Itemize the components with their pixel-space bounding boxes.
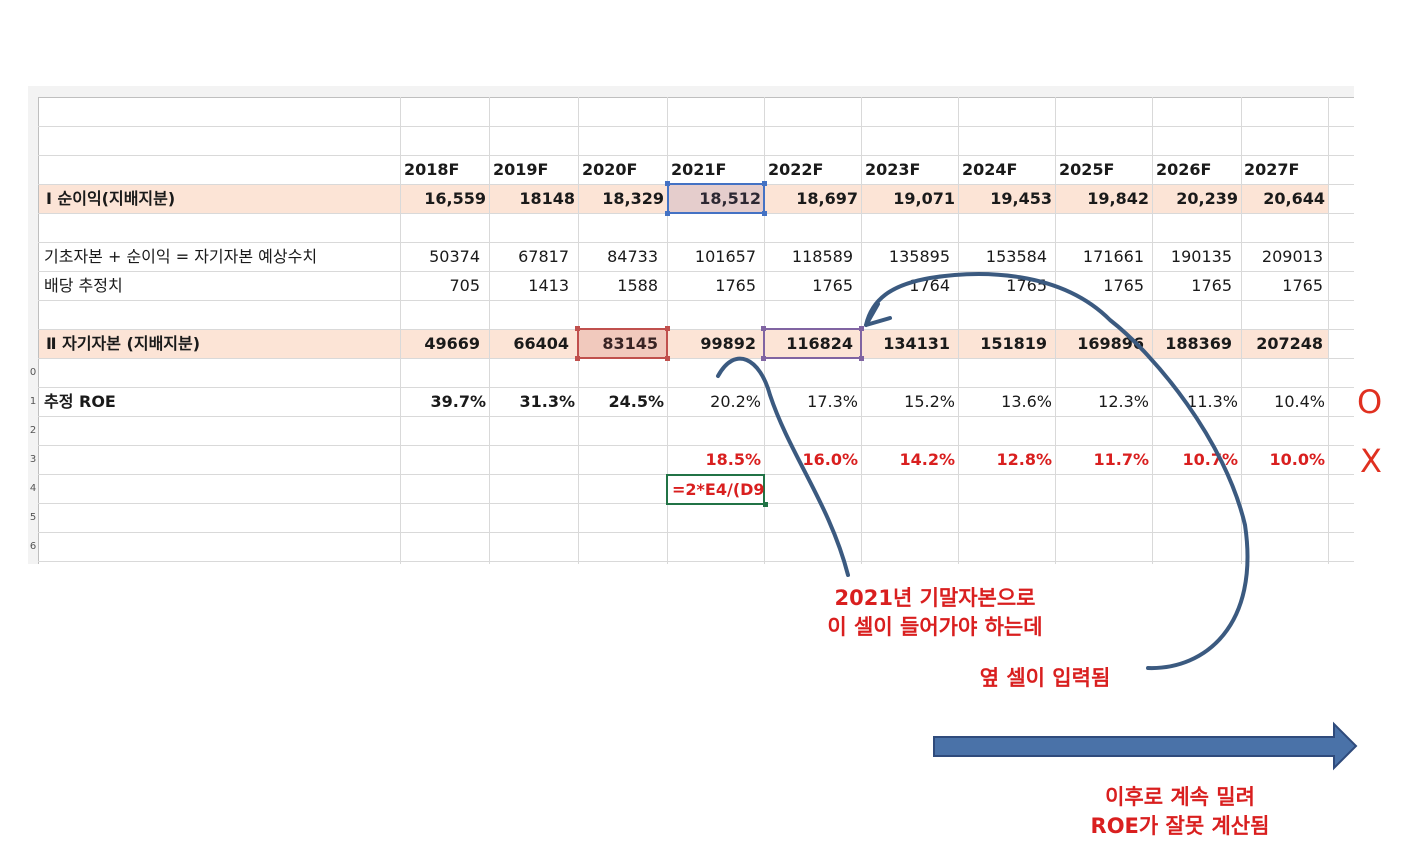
cell-equity[interactable]: 207248: [1256, 334, 1323, 353]
cell-equity-estimate[interactable]: 153584: [985, 247, 1047, 266]
spreadsheet-grid[interactable]: 0 1 2 3 4 5 6 2018F 2019F 2020F 2021F 20…: [28, 86, 1354, 564]
equity-row-band: [39, 330, 1328, 358]
cell-equity-estimate[interactable]: 171661: [1082, 247, 1144, 266]
row-number[interactable]: 1: [29, 396, 37, 407]
cell-roe[interactable]: 39.7%: [430, 392, 486, 411]
year-header[interactable]: 2026F: [1156, 160, 1212, 179]
cell-equity[interactable]: 151819: [980, 334, 1047, 353]
row-label-equity[interactable]: Ⅱ 자기자본 (지배지분): [46, 334, 201, 353]
year-header[interactable]: 2027F: [1244, 160, 1300, 179]
cell-dividend[interactable]: 1765: [1103, 276, 1144, 295]
cell-equity-estimate[interactable]: 50374: [429, 247, 480, 266]
cell-net-income[interactable]: 18,512: [699, 189, 761, 208]
correct-mark: O: [1357, 383, 1383, 421]
cell-net-income[interactable]: 18148: [519, 189, 575, 208]
reference-box-f9: [763, 328, 862, 359]
row-label-equity-estimate[interactable]: 기초자본 + 순이익 = 자기자본 예상수치: [44, 247, 318, 266]
cell-equity[interactable]: 116824: [786, 334, 853, 353]
cell-equity-estimate[interactable]: 209013: [1261, 247, 1323, 266]
cell-net-income[interactable]: 16,559: [424, 189, 486, 208]
annotation-adjacent-cell: 옆 셀이 입력됨: [979, 666, 1111, 690]
cell-dividend[interactable]: 1765: [715, 276, 756, 295]
wrong-mark: X: [1360, 442, 1382, 480]
cell-roe-wrong[interactable]: 11.7%: [1093, 450, 1149, 469]
right-arrow-shape: [933, 721, 1358, 771]
cell-dividend[interactable]: 1413: [528, 276, 569, 295]
year-header[interactable]: 2019F: [493, 160, 549, 179]
row-label-roe[interactable]: 추정 ROE: [44, 392, 116, 411]
cell-equity-estimate[interactable]: 84733: [607, 247, 658, 266]
formula-text: =2*E4/(D9: [672, 480, 765, 499]
cell-net-income[interactable]: 19,842: [1087, 189, 1149, 208]
cell-equity-estimate[interactable]: 101657: [694, 247, 756, 266]
cell-net-income[interactable]: 18,329: [602, 189, 664, 208]
year-header[interactable]: 2018F: [404, 160, 460, 179]
cell-roe[interactable]: 31.3%: [519, 392, 575, 411]
cell-roe-wrong[interactable]: 16.0%: [802, 450, 858, 469]
cell-equity-estimate[interactable]: 67817: [518, 247, 569, 266]
curve-arrow-to-formula: [716, 356, 850, 577]
cell-roe[interactable]: 12.3%: [1098, 392, 1149, 411]
active-cell[interactable]: =2*E4/(D9: [666, 474, 765, 505]
cell-roe-wrong[interactable]: 14.2%: [899, 450, 955, 469]
cell-roe[interactable]: 15.2%: [904, 392, 955, 411]
cell-roe[interactable]: 20.2%: [710, 392, 761, 411]
row-label-net-income[interactable]: Ⅰ 순이익(지배지분): [46, 189, 176, 208]
cell-dividend[interactable]: 1765: [1191, 276, 1232, 295]
cell-roe[interactable]: 11.3%: [1187, 392, 1238, 411]
row-label-dividend[interactable]: 배당 추정치: [44, 276, 123, 295]
cell-net-income[interactable]: 20,644: [1263, 189, 1325, 208]
cell-equity[interactable]: 188369: [1165, 334, 1232, 353]
cell-equity[interactable]: 83145: [602, 334, 658, 353]
net-income-row-band: [39, 185, 1328, 213]
cell-dividend[interactable]: 1588: [617, 276, 658, 295]
year-header[interactable]: 2020F: [582, 160, 638, 179]
reference-box-d9: [577, 328, 668, 359]
year-header[interactable]: 2024F: [962, 160, 1018, 179]
cell-roe-wrong[interactable]: 10.0%: [1269, 450, 1325, 469]
row-number[interactable]: 2: [29, 425, 37, 436]
cell-net-income[interactable]: 18,697: [796, 189, 858, 208]
row-number[interactable]: 5: [29, 512, 37, 523]
fill-handle[interactable]: [763, 502, 768, 507]
cell-roe[interactable]: 13.6%: [1001, 392, 1052, 411]
cell-roe[interactable]: 24.5%: [608, 392, 664, 411]
cell-dividend[interactable]: 705: [449, 276, 480, 295]
cell-dividend[interactable]: 1765: [812, 276, 853, 295]
curve-arrow-loop: [864, 272, 1250, 671]
row-number[interactable]: 6: [29, 541, 37, 552]
cell-equity[interactable]: 134131: [883, 334, 950, 353]
year-header[interactable]: 2021F: [671, 160, 727, 179]
cell-roe[interactable]: 17.3%: [807, 392, 858, 411]
cell-equity-estimate[interactable]: 135895: [888, 247, 950, 266]
cell-net-income[interactable]: 20,239: [1176, 189, 1238, 208]
cell-net-income[interactable]: 19,071: [893, 189, 955, 208]
cell-equity[interactable]: 66404: [513, 334, 569, 353]
year-header[interactable]: 2023F: [865, 160, 921, 179]
year-header[interactable]: 2025F: [1059, 160, 1115, 179]
row-number[interactable]: 0: [29, 367, 37, 378]
cell-roe[interactable]: 10.4%: [1274, 392, 1325, 411]
cell-roe-wrong[interactable]: 18.5%: [705, 450, 761, 469]
row-number[interactable]: 4: [29, 483, 37, 494]
cell-equity[interactable]: 169896: [1077, 334, 1144, 353]
cell-equity-estimate[interactable]: 190135: [1170, 247, 1232, 266]
year-header[interactable]: 2022F: [768, 160, 824, 179]
reference-box-e4: [667, 183, 765, 214]
annotation-shifted: 이후로 계속 밀려 ROE가 잘못 계산됨: [1090, 785, 1270, 838]
cell-net-income[interactable]: 19,453: [990, 189, 1052, 208]
row-header-strip[interactable]: [28, 97, 39, 564]
annotation-expected-cell: 2021년 기말자본으로 이 셀이 들어가야 하는데: [827, 586, 1043, 639]
cell-dividend[interactable]: 1765: [1282, 276, 1323, 295]
cell-equity-estimate[interactable]: 118589: [791, 247, 853, 266]
cell-equity[interactable]: 49669: [424, 334, 480, 353]
column-header-strip[interactable]: [28, 86, 1354, 98]
cell-equity[interactable]: 99892: [700, 334, 756, 353]
row-number[interactable]: 3: [29, 454, 37, 465]
cell-roe-wrong[interactable]: 12.8%: [996, 450, 1052, 469]
